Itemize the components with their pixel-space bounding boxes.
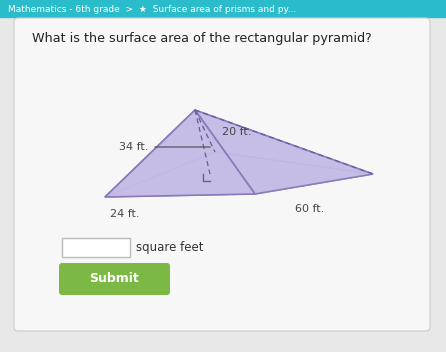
Polygon shape xyxy=(105,110,215,197)
Text: What is the surface area of the rectangular pyramid?: What is the surface area of the rectangu… xyxy=(32,32,372,45)
FancyBboxPatch shape xyxy=(14,18,430,331)
Text: 20 ft.: 20 ft. xyxy=(222,127,252,137)
Text: square feet: square feet xyxy=(136,240,203,253)
Text: 60 ft.: 60 ft. xyxy=(295,204,324,214)
Text: 24 ft.: 24 ft. xyxy=(110,209,140,219)
Polygon shape xyxy=(105,152,373,197)
FancyBboxPatch shape xyxy=(59,263,170,295)
Polygon shape xyxy=(195,110,373,174)
Text: Submit: Submit xyxy=(89,272,139,285)
Polygon shape xyxy=(195,110,373,194)
Polygon shape xyxy=(105,110,255,197)
Text: 34 ft.: 34 ft. xyxy=(119,142,148,152)
Bar xyxy=(0,0,446,17)
Text: Mathematics - 6th grade  >  ★  Surface area of prisms and py...: Mathematics - 6th grade > ★ Surface area… xyxy=(8,5,296,13)
Bar xyxy=(62,238,130,257)
